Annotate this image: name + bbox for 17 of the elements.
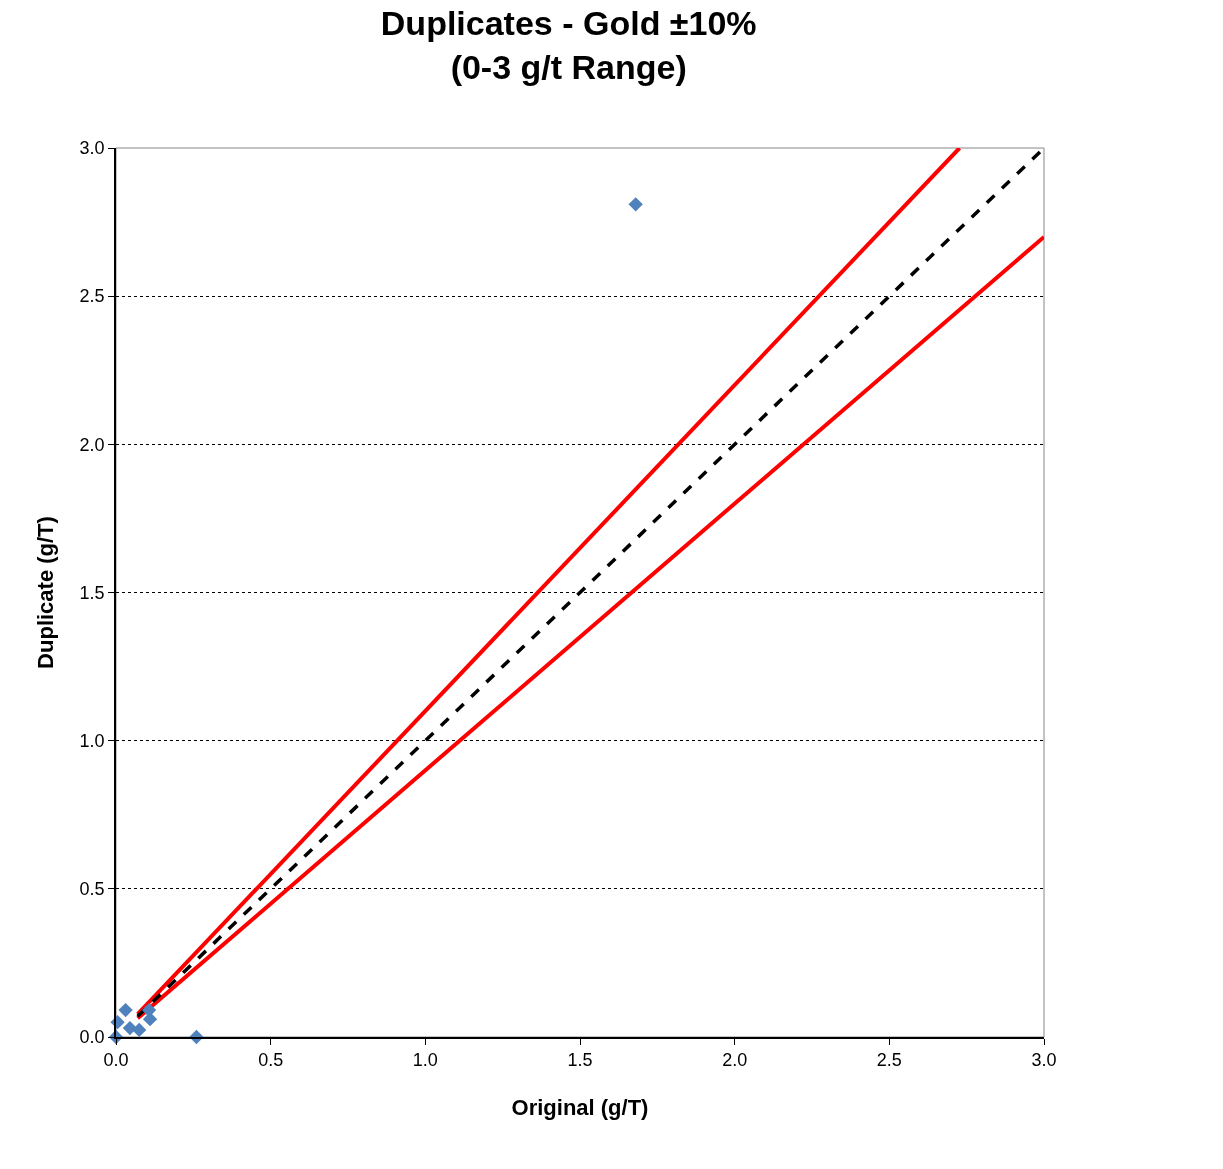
x-tick-label: 3.0 (1031, 1050, 1057, 1071)
y-tick-label: 2.5 (79, 286, 105, 307)
x-tick-label: 0.0 (103, 1050, 129, 1071)
y-tick-label: 2.0 (79, 434, 105, 455)
y-tick-label: 3.0 (79, 138, 105, 159)
x-tick-label: 2.0 (722, 1050, 748, 1071)
x-axis-title: Original (g/T) (511, 1094, 649, 1120)
x-tick-label: 0.5 (258, 1050, 284, 1071)
y-tick-label: 1.5 (79, 582, 105, 603)
x-tick-label: 1.5 (567, 1050, 593, 1071)
y-axis-title: Duplicate (g/T) (32, 516, 58, 669)
y-tick-label: 1.0 (79, 730, 105, 751)
y-tick-label: 0.0 (79, 1027, 105, 1048)
x-tick-label: 1.0 (412, 1050, 438, 1071)
chart-title: Duplicates - Gold ±10% (0-3 g/t Range) (380, 4, 757, 87)
x-tick-label: 2.5 (876, 1050, 902, 1071)
y-tick-label: 0.5 (79, 879, 105, 900)
